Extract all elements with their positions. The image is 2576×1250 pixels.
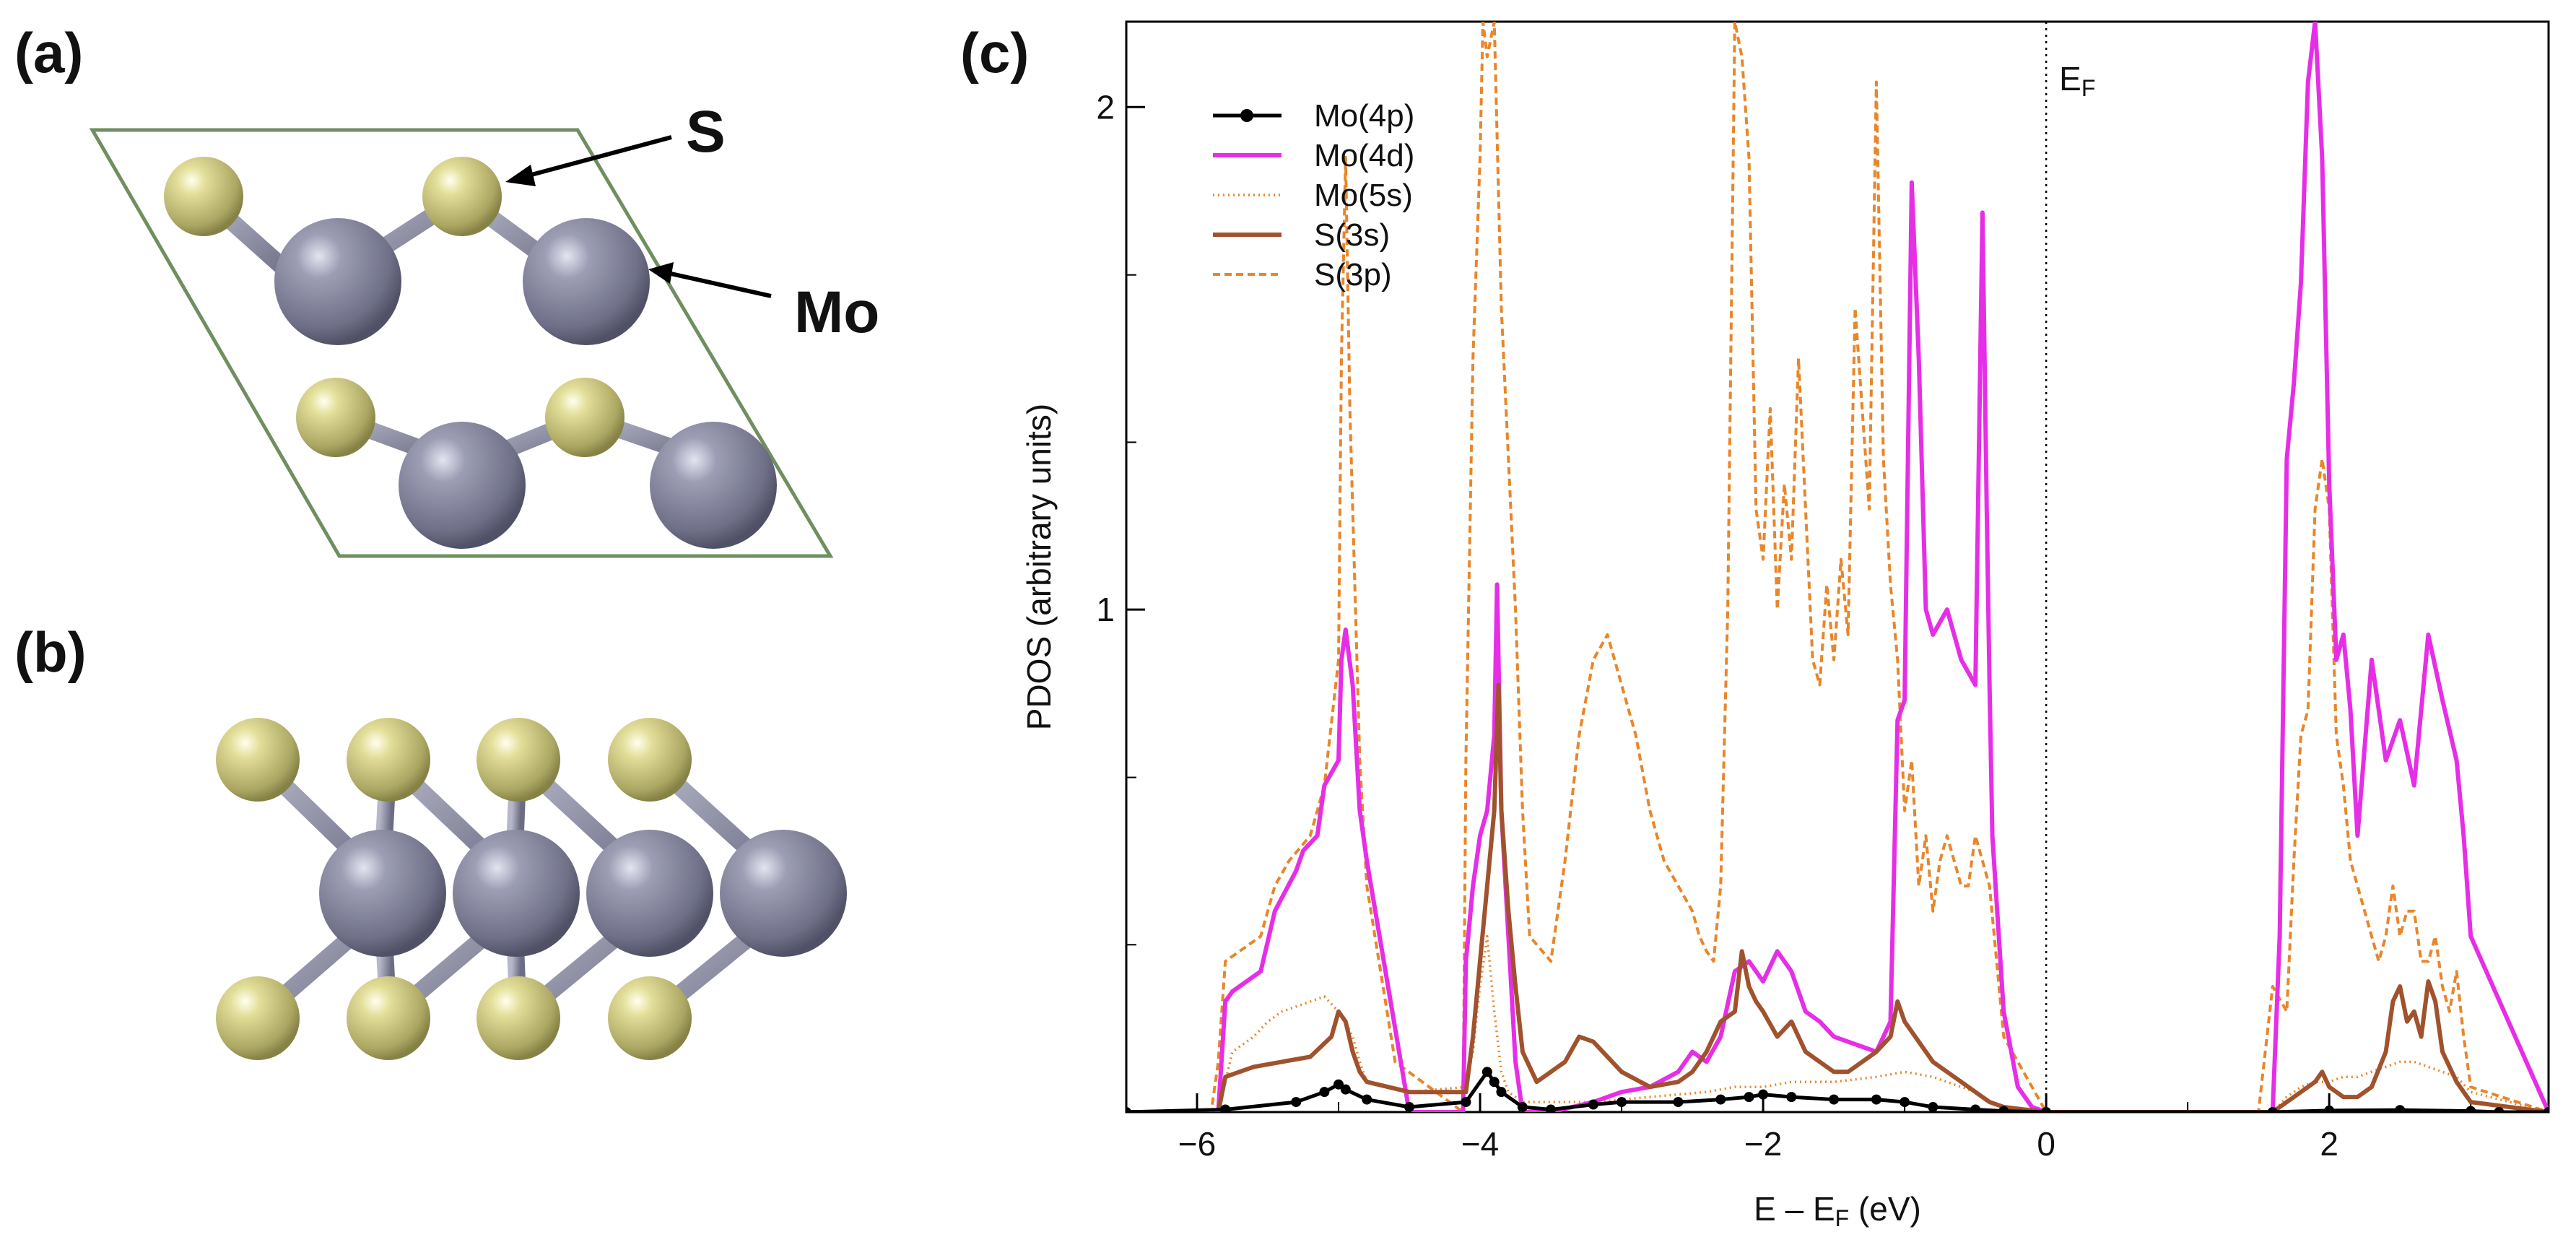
series-point-mo-4p bbox=[1998, 1106, 2009, 1112]
legend-label: S(3s) bbox=[1314, 217, 1390, 253]
sulfur-atom bbox=[477, 976, 560, 1060]
series-point-mo-4p bbox=[2395, 1105, 2406, 1112]
molybdenum-pointer-arrow bbox=[667, 271, 772, 298]
series-point-mo-4p bbox=[1715, 1094, 1726, 1105]
sulfur-label: S bbox=[686, 99, 726, 165]
fermi-level-label: EF bbox=[2059, 60, 2095, 101]
series-point-mo-4p bbox=[1616, 1097, 1627, 1108]
series-point-mo-4p bbox=[1928, 1102, 1938, 1112]
sulfur-atom bbox=[216, 976, 300, 1060]
panel-b-label: (b) bbox=[14, 620, 87, 684]
sulfur-atom bbox=[608, 976, 692, 1060]
series-point-mo-4p bbox=[1333, 1079, 1344, 1090]
series-point-mo-4p bbox=[2324, 1105, 2335, 1112]
sulfur-atom bbox=[545, 378, 625, 457]
y-tick-label: 2 bbox=[1096, 88, 1115, 126]
x-tick-label: −4 bbox=[1461, 1125, 1499, 1163]
x-tick-label: −2 bbox=[1744, 1125, 1782, 1163]
series-point-mo-4p bbox=[1829, 1094, 1840, 1105]
panel-a: (a) S Mo bbox=[14, 21, 879, 558]
series-point-mo-4p bbox=[1546, 1104, 1557, 1112]
series-point-mo-4p bbox=[1481, 1067, 1492, 1077]
molybdenum-atom bbox=[720, 830, 847, 957]
unit-cell-outline bbox=[89, 128, 834, 558]
series-point-mo-4p bbox=[1970, 1104, 1981, 1112]
series-point-mo-4p bbox=[1461, 1097, 1471, 1108]
x-tick-label: 0 bbox=[2037, 1125, 2055, 1163]
series-point-mo-4p bbox=[1362, 1094, 1372, 1105]
molybdenum-pointer-arrowhead bbox=[648, 262, 674, 284]
series-point-mo-4p bbox=[1220, 1104, 1231, 1112]
series-line-s-3s bbox=[1126, 682, 2549, 1112]
sulfur-pointer-arrow bbox=[523, 135, 672, 179]
sulfur-atom bbox=[477, 718, 560, 802]
legend-label: Mo(5s) bbox=[1314, 178, 1413, 213]
series-point-mo-4p bbox=[1744, 1092, 1754, 1103]
series-point-mo-4p bbox=[1291, 1097, 1302, 1108]
legend-label: S(3p) bbox=[1314, 257, 1392, 292]
pdos-plot: 1 2 −6 −4 −2 0 2 E – EF (eV) PDOS (arbitrary uni… bbox=[1020, 20, 2550, 1231]
series-line-mo-4d bbox=[1126, 22, 2549, 1112]
x-tick-label: −6 bbox=[1178, 1125, 1216, 1163]
molybdenum-label: Mo bbox=[794, 279, 879, 345]
panel-c-label: (c) bbox=[960, 21, 1029, 84]
sulfur-atom bbox=[347, 718, 430, 802]
molybdenum-atom bbox=[399, 422, 526, 549]
molybdenum-atom bbox=[523, 218, 650, 345]
series-point-mo-4p bbox=[2041, 1107, 2052, 1112]
series-point-mo-4p bbox=[1126, 1107, 1131, 1112]
x-axis-label: E – EF (eV) bbox=[1754, 1190, 1921, 1231]
molybdenum-atom bbox=[319, 830, 446, 957]
molybdenum-atom bbox=[274, 218, 401, 345]
legend-label: Mo(4p) bbox=[1314, 98, 1414, 134]
sulfur-atom bbox=[164, 157, 243, 236]
series-line-mo-4p bbox=[1126, 1069, 2549, 1112]
series-point-mo-4p bbox=[1340, 1084, 1351, 1095]
series-point-mo-4p bbox=[1758, 1089, 1769, 1100]
series-point-mo-4p bbox=[1673, 1097, 1684, 1108]
molybdenum-atom bbox=[453, 830, 580, 957]
sulfur-atom bbox=[347, 976, 430, 1060]
series-point-mo-4p bbox=[1786, 1092, 1797, 1103]
series-point-mo-4p bbox=[1404, 1102, 1415, 1112]
series-point-mo-4p bbox=[2494, 1107, 2505, 1112]
y-tick-label: 1 bbox=[1096, 591, 1115, 628]
series-point-mo-4p bbox=[1319, 1087, 1330, 1098]
series-point-mo-4p bbox=[1517, 1102, 1528, 1112]
sulfur-atom bbox=[216, 718, 300, 802]
panel-c: (c) 1 2 −6 −4 −2 0 2 E – EF (eV) PDOS (arbitrary… bbox=[960, 20, 2550, 1231]
panel-a-label: (a) bbox=[14, 21, 83, 84]
x-tick-label: 2 bbox=[2320, 1125, 2338, 1163]
series-point-mo-4p bbox=[1489, 1077, 1500, 1088]
sulfur-atom bbox=[296, 378, 375, 457]
sulfur-pointer-arrowhead bbox=[505, 165, 536, 186]
molybdenum-atom bbox=[586, 830, 713, 957]
molybdenum-atom bbox=[650, 422, 777, 549]
series-point-mo-4p bbox=[1496, 1087, 1507, 1098]
y-axis-label: PDOS (arbitrary units) bbox=[1020, 404, 1058, 730]
series-point-mo-4p bbox=[2466, 1106, 2476, 1112]
series-point-mo-4p bbox=[1900, 1097, 1910, 1108]
plot-frame bbox=[1125, 20, 2550, 1114]
sulfur-atom bbox=[608, 718, 692, 802]
series-line-s-3p bbox=[1126, 22, 2549, 1112]
series-group bbox=[1126, 22, 2549, 1112]
series-point-mo-4p bbox=[1588, 1099, 1598, 1110]
legend-marker bbox=[1240, 109, 1253, 122]
panel-b: (b) bbox=[14, 620, 847, 1060]
series-point-mo-4p bbox=[2544, 1107, 2549, 1112]
series-point-mo-4p bbox=[1871, 1094, 1881, 1105]
sulfur-atom bbox=[422, 157, 502, 236]
legend-label: Mo(4d) bbox=[1314, 138, 1414, 173]
series-point-mo-4p bbox=[2267, 1107, 2278, 1112]
